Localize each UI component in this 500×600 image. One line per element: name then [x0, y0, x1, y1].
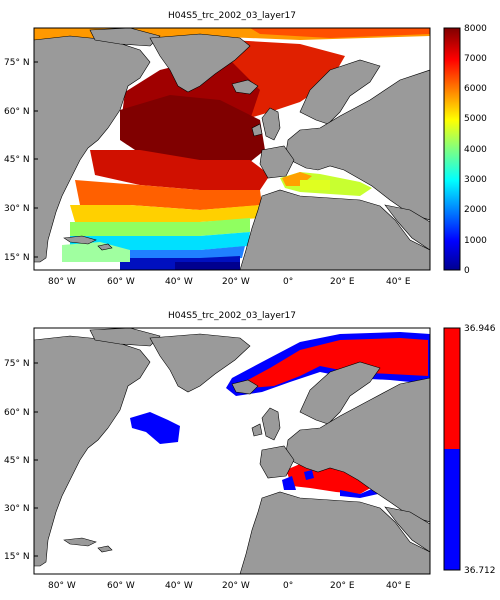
x-tick-label: 20° E — [330, 277, 355, 287]
y-tick-label: 45° N — [4, 456, 30, 466]
map-panel-top: H04S5_trc_2002_03_layer17 — [4, 11, 487, 287]
y-tick-label: 15° N — [4, 253, 30, 263]
colorbar: 36.946 36.712 — [443, 324, 496, 576]
ocean-field — [130, 332, 430, 498]
x-tick-label: 20° E — [330, 581, 355, 591]
land — [34, 328, 430, 574]
colorbar-tick-label: 2000 — [464, 205, 487, 215]
y-axis: 75° N 60° N 45° N 30° N 15° N — [4, 359, 38, 562]
colorbar-tick-label: 4000 — [464, 145, 487, 155]
map-figure: 75° N 60° N 45° N 30° N 15° N 80° W 60° … — [4, 324, 496, 591]
colorbar-tick-label: 36.712 — [464, 566, 496, 576]
y-tick-label: 75° N — [4, 58, 30, 68]
x-axis: 80° W 60° W 40° W 20° W 0° 20° E 40° E — [48, 581, 411, 591]
colorbar-tick-label: 1000 — [464, 236, 487, 246]
x-tick-label: 80° W — [48, 581, 76, 591]
map-figure: 75° N 60° N 45° N 30° N 15° N 80° W 60° … — [4, 24, 487, 287]
ocean-field — [34, 28, 430, 270]
y-tick-label: 45° N — [4, 155, 30, 165]
land — [34, 28, 430, 270]
y-axis: 75° N 60° N 45° N 30° N 15° N — [4, 58, 38, 263]
y-tick-label: 60° N — [4, 107, 30, 117]
colorbar-tick-label: 3000 — [464, 175, 487, 185]
colorbar-tick-label: 5000 — [464, 114, 487, 124]
x-tick-label: 60° W — [107, 277, 135, 287]
y-tick-label: 75° N — [4, 359, 30, 369]
map-title: H04S5_trc_2002_03_layer17 — [167, 311, 297, 321]
y-tick-label: 30° N — [4, 204, 30, 214]
x-tick-label: 80° W — [48, 277, 76, 287]
x-tick-label: 60° W — [107, 581, 135, 591]
y-tick-label: 30° N — [4, 504, 30, 514]
colorbar-tick-label: 6000 — [464, 84, 487, 94]
y-tick-label: 60° N — [4, 408, 30, 418]
x-tick-label: 40° E — [386, 581, 411, 591]
colorbar-tick-label: 36.946 — [464, 324, 496, 334]
colorbar-tick-label: 7000 — [464, 54, 487, 64]
map-panel-bottom: H04S5_trc_2002_03_layer17 — [0, 300, 500, 600]
x-tick-label: 20° W — [222, 581, 250, 591]
x-tick-label: 40° W — [165, 277, 193, 287]
map-title: H04S5_trc_2002_03_layer17 — [167, 11, 297, 21]
x-tick-label: 0° — [283, 277, 293, 287]
x-tick-label: 0° — [283, 581, 293, 591]
x-tick-label: 20° W — [222, 277, 250, 287]
colorbar: 8000 7000 6000 5000 4000 3000 2000 1000 … — [443, 24, 487, 276]
x-tick-label: 40° E — [386, 277, 411, 287]
x-tick-label: 40° W — [165, 581, 193, 591]
y-tick-label: 15° N — [4, 552, 30, 562]
colorbar-tick-label: 8000 — [464, 24, 487, 34]
x-axis: 80° W 60° W 40° W 20° W 0° 20° E 40° E — [48, 277, 411, 287]
colorbar-tick-label: 0 — [464, 266, 470, 276]
